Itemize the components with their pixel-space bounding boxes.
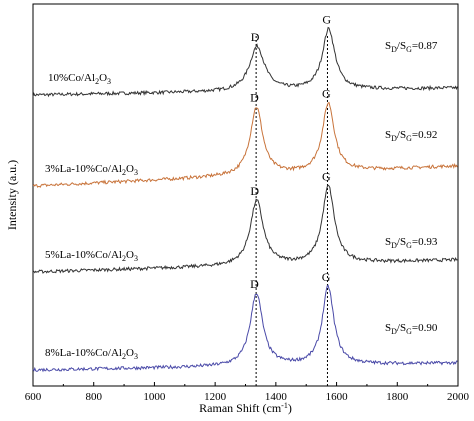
g-peak-label: G	[322, 12, 331, 26]
x-tick-label: 1400	[265, 391, 288, 403]
annotations: D G 10%Co/Al2O3 SD/SG=0.87 D G 3%La-10%Co/Al2O…	[45, 12, 438, 361]
sample-label: 3%La-10%Co/Al2O3	[45, 163, 138, 177]
x-tick-label: 1800	[386, 391, 409, 403]
sample-label: 5%La-10%Co/Al2O3	[45, 249, 138, 263]
x-tick-label: 600	[25, 391, 42, 403]
g-peak-label: G	[322, 169, 331, 183]
x-tick-label: 2000	[447, 391, 470, 403]
axes: 600 800 1000 1200 1400 1600 1800 2000 Raman Shif…	[5, 3, 470, 415]
g-peak-label: G	[322, 86, 331, 100]
series-group	[32, 26, 458, 373]
x-tick-label: 800	[85, 391, 102, 403]
y-axis-title: Intensity (a.u.)	[5, 160, 19, 230]
sample-label: 10%Co/Al2O3	[48, 72, 111, 86]
d-peak-label: D	[250, 91, 259, 105]
spectrum-line	[32, 184, 458, 274]
ratio-label: SD/SG=0.93	[385, 236, 438, 250]
x-axis-title: Raman Shift (cm-1)	[199, 401, 292, 415]
spectrum-line	[32, 284, 458, 373]
g-peak-label: G	[322, 270, 331, 284]
x-tick-label: 1600	[326, 391, 349, 403]
d-peak-label: D	[250, 277, 259, 291]
ratio-label: SD/SG=0.90	[385, 322, 438, 336]
ratio-label: SD/SG=0.87	[385, 40, 438, 54]
x-tick-label: 1200	[204, 391, 227, 403]
spectrum-line	[32, 101, 458, 188]
sample-label: 8%La-10%Co/Al2O3	[45, 347, 138, 361]
d-peak-label: D	[250, 184, 259, 198]
spectrum-line	[32, 26, 458, 98]
x-tick-label: 1000	[143, 391, 166, 403]
d-peak-label: D	[251, 30, 260, 44]
ratio-label: SD/SG=0.92	[385, 129, 437, 143]
